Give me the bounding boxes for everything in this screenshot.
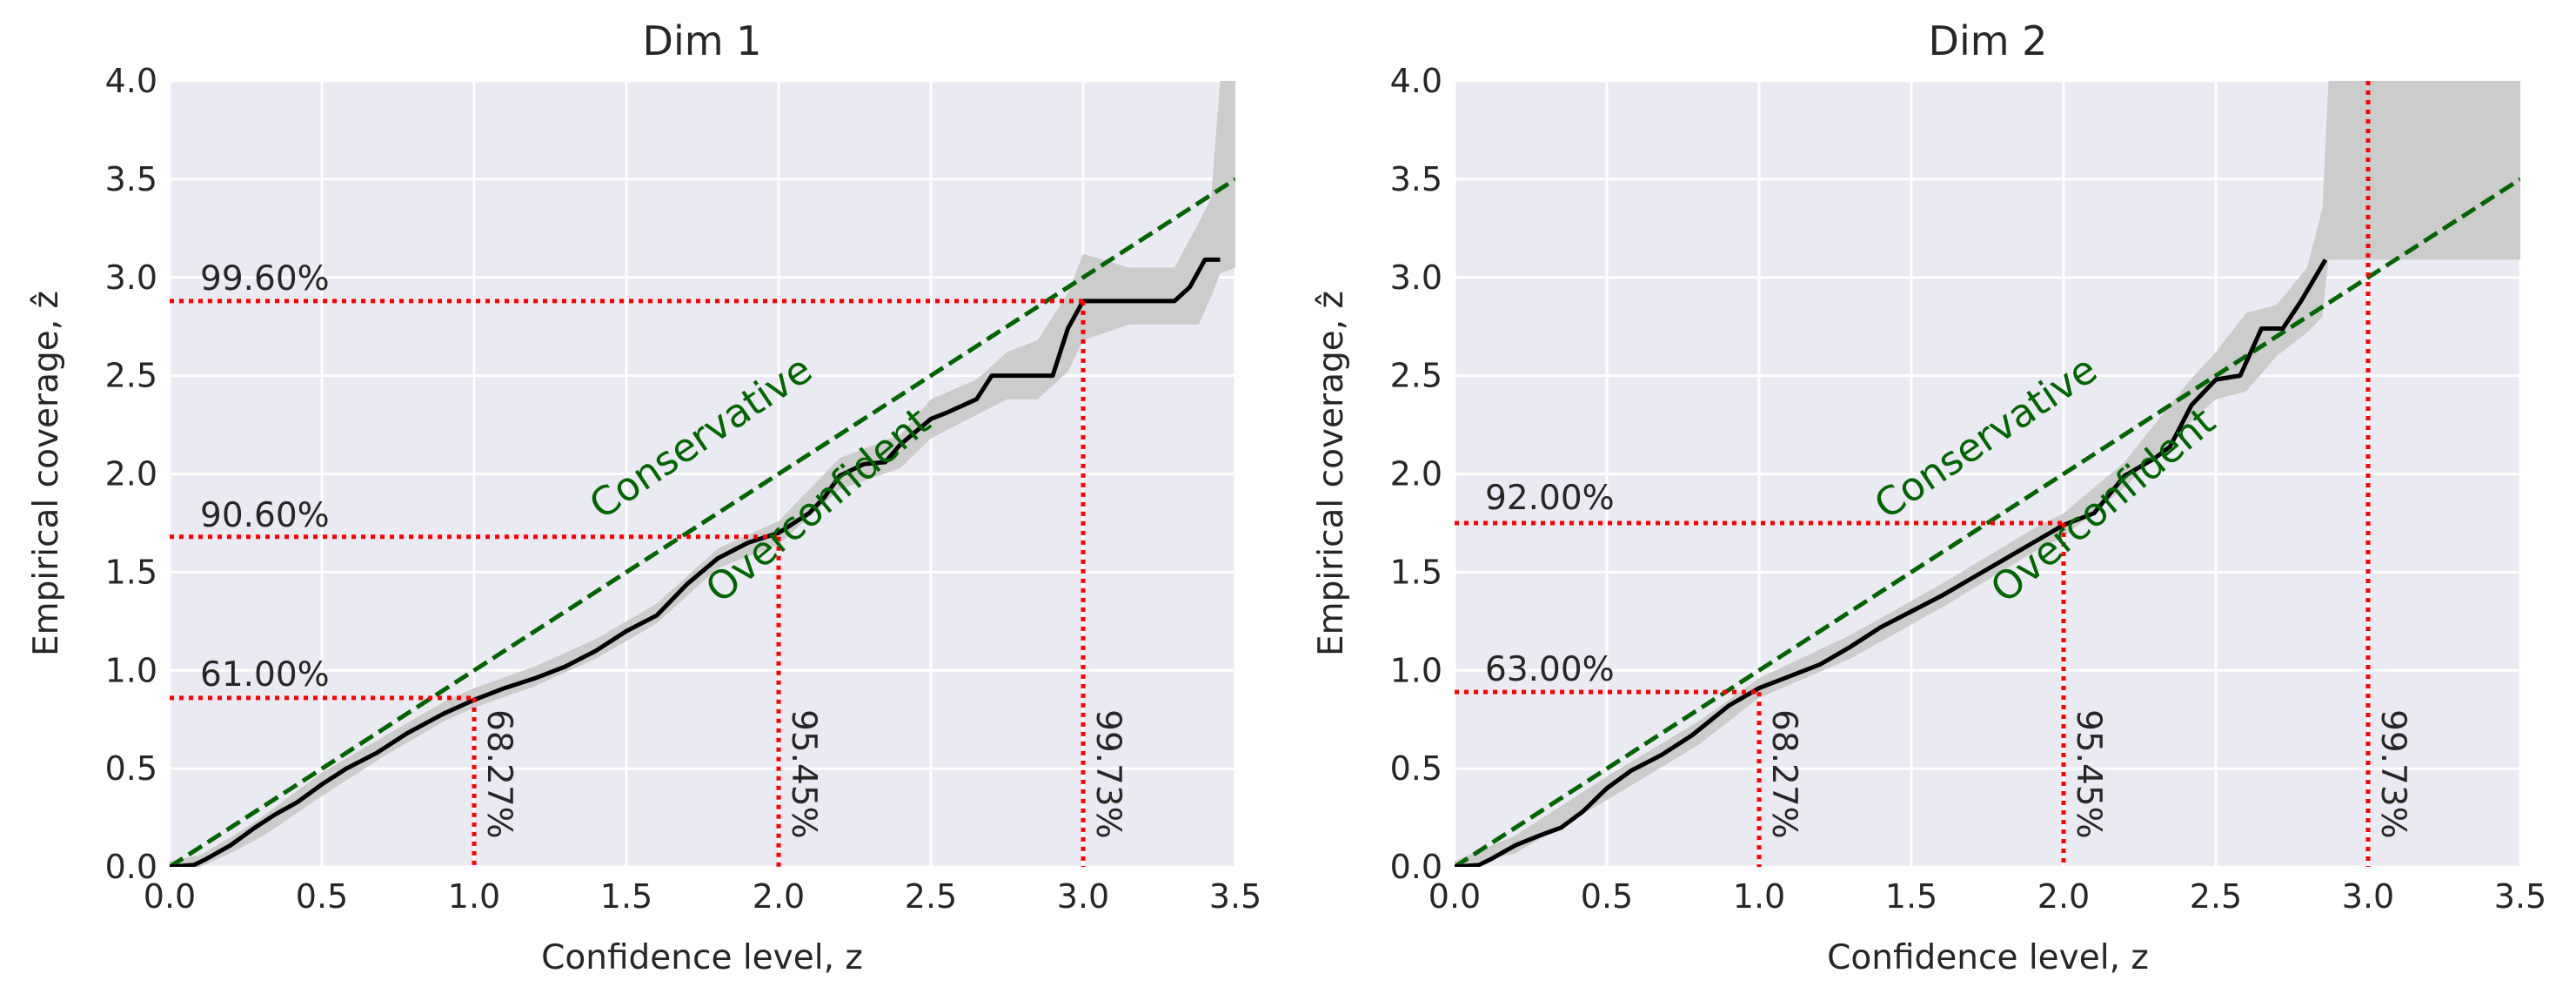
y-axis-label: Empirical coverage, ẑ bbox=[1312, 291, 1351, 656]
coverage-line-group bbox=[1455, 258, 2328, 867]
coverage-line bbox=[170, 257, 1221, 867]
panel-dim-2: 0.0 0.5 1.0 1.5 2.0 2.5 3.0 3.5 0.0 0.5 1.0 1.5 2.0 2… bbox=[1312, 17, 2546, 977]
y-axis-label: Empirical coverage, ẑ bbox=[27, 291, 66, 656]
x-tick-label: 1.0 bbox=[448, 877, 500, 916]
ref-x-label-2: 95.45% bbox=[784, 709, 823, 839]
ref-x-label-3: 99.73% bbox=[2373, 709, 2412, 839]
x-tick-label: 2.0 bbox=[753, 877, 805, 916]
y-tick-label: 1.0 bbox=[105, 651, 157, 689]
y-tick-label: 1.0 bbox=[1390, 651, 1442, 689]
x-tick-label: 3.5 bbox=[2494, 877, 2546, 916]
uncertainty-band-area bbox=[1455, 81, 2520, 867]
uncertainty-band bbox=[1455, 81, 2520, 867]
ideal-line bbox=[1455, 177, 2520, 867]
tick-labels: 0.0 0.5 1.0 1.5 2.0 2.5 3.0 3.5 0.0 0.5 1.0 1.5 2.0 2… bbox=[105, 62, 1262, 916]
x-axis-label: Confidence level, z bbox=[1827, 938, 2149, 977]
y-tick-label: 2.5 bbox=[105, 357, 157, 395]
y-tick-label: 4.0 bbox=[105, 62, 157, 100]
x-tick-label: 0.0 bbox=[1429, 877, 1481, 916]
x-tick-label: 3.0 bbox=[2342, 877, 2394, 916]
x-tick-label: 1.5 bbox=[1885, 877, 1937, 916]
x-axis-label: Confidence level, z bbox=[541, 938, 863, 977]
chart-title: Dim 2 bbox=[1929, 17, 2048, 64]
coverage-line bbox=[1455, 258, 2328, 867]
y-tick-label: 2.5 bbox=[1390, 357, 1442, 395]
y-tick-label: 0.5 bbox=[1390, 749, 1442, 788]
ideal-diagonal bbox=[1455, 177, 2520, 867]
ref-x-label-2: 95.45% bbox=[2069, 709, 2108, 839]
x-tick-label: 2.0 bbox=[2037, 877, 2090, 916]
y-tick-label: 0.0 bbox=[105, 848, 157, 886]
reference-lines bbox=[170, 299, 1086, 867]
coverage-line-group bbox=[170, 257, 1221, 867]
y-tick-label: 1.5 bbox=[1390, 553, 1442, 591]
reference-lines bbox=[1455, 81, 2371, 867]
y-tick-label: 1.5 bbox=[105, 553, 157, 591]
y-tick-label: 2.0 bbox=[105, 455, 157, 493]
ref-y-label-1: 61.00% bbox=[200, 655, 330, 695]
ref-y-label-3: 99.60% bbox=[200, 259, 330, 299]
y-tick-label: 2.0 bbox=[1390, 455, 1442, 493]
y-tick-label: 3.0 bbox=[1390, 258, 1442, 297]
x-tick-label: 1.0 bbox=[1733, 877, 1785, 916]
ref-x-label-3: 99.73% bbox=[1088, 709, 1127, 839]
y-tick-label: 3.0 bbox=[105, 258, 157, 297]
x-tick-label: 1.5 bbox=[600, 877, 652, 916]
y-tick-label: 0.0 bbox=[1390, 848, 1442, 886]
x-tick-label: 2.5 bbox=[905, 877, 957, 916]
ideal-diagonal bbox=[170, 177, 1235, 867]
x-tick-label: 0.5 bbox=[1581, 877, 1633, 916]
y-tick-label: 3.5 bbox=[105, 160, 157, 198]
ideal-line bbox=[170, 177, 1235, 867]
x-tick-label: 0.5 bbox=[296, 877, 348, 916]
y-tick-label: 0.5 bbox=[105, 749, 157, 788]
ref-x-label-1: 68.27% bbox=[1764, 709, 1803, 839]
panel-dim-1: 0.0 0.5 1.0 1.5 2.0 2.5 3.0 3.5 0.0 0.5 1.0 1.5 2.0 2… bbox=[27, 17, 1261, 977]
ref-y-label-2: 90.60% bbox=[200, 496, 330, 535]
tick-labels: 0.0 0.5 1.0 1.5 2.0 2.5 3.0 3.5 0.0 0.5 1.0 1.5 2.0 2… bbox=[1390, 62, 2547, 916]
x-tick-label: 2.5 bbox=[2190, 877, 2242, 916]
x-tick-label: 0.0 bbox=[144, 877, 196, 916]
ref-x-label-1: 68.27% bbox=[479, 709, 519, 839]
x-tick-label: 3.5 bbox=[1209, 877, 1261, 916]
x-tick-label: 3.0 bbox=[1057, 877, 1109, 916]
ref-y-label-1: 63.00% bbox=[1485, 650, 1615, 689]
ref-y-label-2: 92.00% bbox=[1485, 479, 1615, 518]
chart-title: Dim 1 bbox=[643, 17, 762, 64]
y-tick-label: 3.5 bbox=[1390, 160, 1442, 198]
y-tick-label: 4.0 bbox=[1390, 62, 1442, 100]
